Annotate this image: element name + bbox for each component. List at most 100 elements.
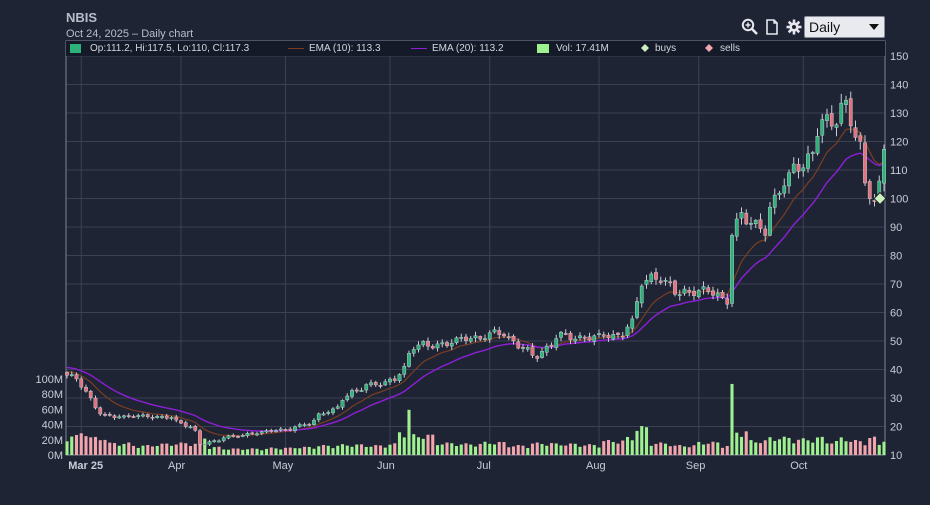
volume-bar (763, 440, 767, 455)
candle-body (668, 281, 673, 284)
volume-bar (374, 445, 378, 455)
volume-bar (255, 448, 259, 455)
candle-body (749, 223, 753, 225)
volume-bar (108, 442, 112, 455)
chart-toolbar (741, 17, 803, 37)
candle-body (430, 346, 435, 349)
volume-bar (796, 439, 801, 455)
volume-bar (559, 445, 563, 455)
document-icon[interactable] (763, 18, 781, 36)
price-tick-label: 10 (890, 450, 902, 462)
volume-bar (421, 438, 425, 455)
volume-bar (668, 446, 672, 455)
candle-body (136, 415, 141, 417)
volume-tick-label: 20M (42, 435, 63, 447)
volume-bar (355, 444, 359, 455)
volume-bar (625, 436, 630, 455)
candle-body (388, 378, 392, 383)
candle-body (592, 335, 597, 342)
candle-body (858, 135, 863, 142)
month-label: Jun (377, 460, 395, 472)
price-tick-label: 70 (890, 279, 902, 291)
candle-body (568, 332, 573, 341)
candle-body (682, 288, 687, 294)
price-tick-label: 80 (890, 251, 902, 263)
volume-bar (630, 440, 634, 455)
volume-bar (165, 443, 169, 455)
candle-body (753, 219, 758, 225)
ema20-line (66, 152, 885, 432)
candle-body (88, 390, 93, 399)
candle-body (630, 318, 635, 329)
candle-body (791, 163, 796, 173)
candle-body (706, 287, 711, 292)
candle-body (730, 235, 734, 304)
candle-body (487, 332, 492, 340)
volume-bar (241, 449, 245, 455)
candle-body (392, 378, 397, 381)
volume-bar (592, 445, 596, 455)
volume-bar (231, 448, 235, 455)
price-tick-label: 90 (890, 222, 902, 234)
volume-bar (416, 437, 421, 455)
ema10-swatch (288, 48, 304, 49)
volume-bar (174, 444, 178, 455)
volume-bar (711, 441, 715, 455)
volume-bar (815, 437, 820, 455)
candle-body (459, 337, 464, 339)
volume-bar (150, 446, 155, 455)
volume-bar (720, 447, 725, 455)
candle-body (198, 430, 202, 445)
volume-bar (160, 443, 164, 455)
candle-body (426, 341, 430, 347)
legend-ema10: EMA (10): 113.3 (309, 43, 381, 54)
candle-body (834, 124, 839, 128)
candle-body (188, 426, 193, 429)
sells-icon (704, 43, 714, 56)
candle-body (468, 338, 473, 342)
volume-tick-label: 60M (42, 404, 63, 416)
candle-body (563, 333, 568, 335)
chart-legend: Op:111.2, Hi:117.5, Lo:110, Cl:117.3 EMA… (66, 41, 885, 56)
volume-bar (435, 445, 440, 455)
month-label: Mar 25 (68, 460, 103, 472)
candle-body (677, 294, 682, 296)
candle-body (464, 336, 468, 342)
period-select[interactable]: Daily (804, 16, 885, 38)
zoom-icon[interactable] (741, 18, 759, 36)
candle-body (787, 172, 791, 187)
volume-bar (716, 442, 720, 455)
candle-body (696, 290, 701, 298)
volume-bar (274, 448, 278, 455)
candle-body (421, 341, 426, 346)
candle-body (217, 440, 221, 443)
candle-body (492, 329, 497, 333)
candle-body (255, 433, 259, 436)
candle-body (844, 99, 848, 105)
volume-bar (621, 440, 625, 455)
volume-bar (450, 443, 454, 455)
volume-bar (739, 436, 744, 455)
volume-bar (103, 439, 107, 455)
volume-bar (454, 446, 459, 455)
plot-frame (65, 40, 886, 456)
gear-icon[interactable] (785, 18, 803, 36)
volume-bar (792, 443, 796, 455)
volume-bar (79, 433, 83, 455)
candle-body (126, 415, 131, 417)
volume-bar (521, 445, 525, 455)
candle-body (654, 272, 658, 280)
month-label: Jul (477, 460, 491, 472)
volume-bar (117, 445, 121, 455)
candle-body (848, 98, 853, 127)
candle-body (397, 374, 402, 381)
candle-body (297, 424, 302, 427)
volume-bar (825, 443, 829, 455)
price-tick-label: 60 (890, 308, 902, 320)
candle-body (796, 164, 801, 172)
candle-body (473, 335, 478, 339)
volume-bar (540, 443, 544, 455)
volume-bar (768, 437, 772, 455)
candle-body (540, 351, 544, 358)
